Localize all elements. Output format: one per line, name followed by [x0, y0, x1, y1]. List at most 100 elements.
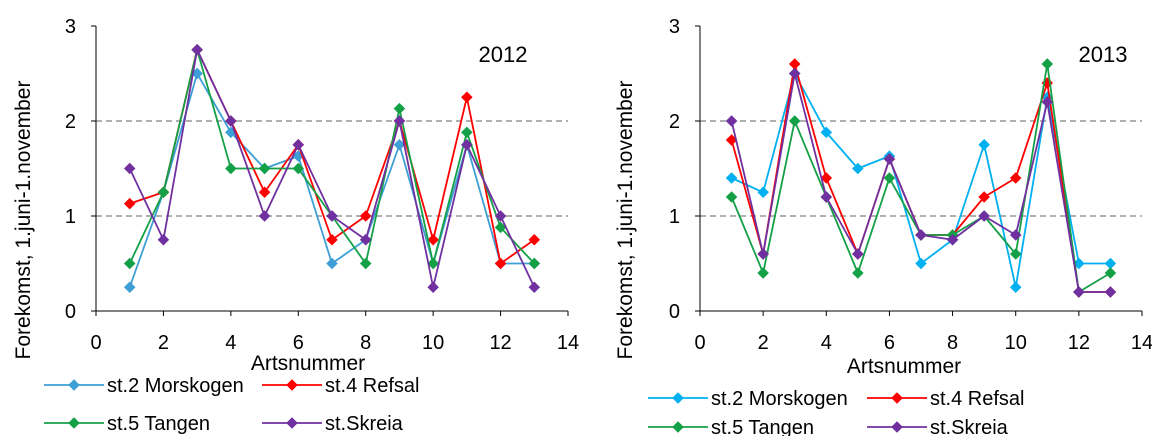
x-tick-label: 6 [884, 332, 895, 354]
x-tick-label: 8 [360, 332, 371, 354]
data-point [359, 233, 372, 246]
legend-marker [672, 392, 684, 404]
data-point [258, 210, 271, 222]
legend-item: st.4 Refsal [867, 388, 1024, 410]
data-point [326, 257, 338, 270]
legend-item: st.2 Morskogen [44, 375, 244, 397]
data-point [852, 267, 864, 279]
legend-item: st.Skreia [262, 413, 404, 435]
data-point [820, 191, 833, 203]
data-point [427, 281, 439, 294]
data-point [1104, 267, 1117, 279]
data-point [393, 138, 406, 151]
data-point [157, 186, 170, 199]
data-point [946, 233, 959, 246]
y-tick-label: 1 [669, 206, 680, 228]
legend-label: st.2 Morskogen [107, 375, 244, 397]
data-point [359, 257, 372, 270]
data-point [883, 153, 896, 165]
data-point [978, 138, 990, 151]
x-tick-label: 10 [1005, 332, 1027, 354]
data-point [427, 233, 439, 246]
legend-label: st.4 Refsal [325, 375, 419, 397]
data-point [788, 58, 801, 70]
y-tick-label: 0 [65, 301, 76, 323]
legend-label: st.2 Morskogen [711, 388, 848, 410]
y-tick-label: 0 [669, 301, 680, 323]
chart-title: 2012 [479, 42, 528, 67]
data-point [123, 162, 136, 175]
y-tick-label: 1 [65, 206, 76, 228]
legend-item: st.5 Tangen [44, 413, 210, 435]
y-tick-label: 2 [65, 111, 76, 133]
data-point [258, 162, 271, 175]
legend-item: st.4 Refsal [262, 375, 419, 397]
data-point [461, 138, 473, 151]
y-axis-label: Forekomst, 1.juni-1.november [12, 81, 35, 360]
x-tick-label: 14 [1131, 332, 1152, 354]
data-point [757, 186, 769, 199]
data-point [978, 191, 990, 203]
data-point [725, 115, 738, 127]
data-point [1073, 286, 1085, 298]
data-point [359, 210, 372, 222]
x-tick-label: 12 [489, 332, 511, 354]
data-point [1041, 96, 1054, 108]
legend-label: st.5 Tangen [107, 413, 210, 435]
data-point [1009, 172, 1022, 184]
legend-marker [68, 379, 80, 391]
data-point [915, 257, 927, 270]
x-tick-label: 6 [293, 332, 304, 354]
data-point [820, 126, 833, 139]
chart-title: 2013 [1079, 42, 1128, 67]
y-axis-label: Forekomst, 1.juni-1.november [614, 81, 637, 360]
legend-label: st.Skreia [930, 417, 1009, 436]
x-tick-label: 4 [821, 332, 832, 354]
series-line-1 [128, 72, 535, 288]
data-point [157, 233, 170, 246]
data-point [427, 257, 439, 270]
y-tick-label: 3 [65, 16, 76, 38]
data-point [258, 186, 271, 199]
legend-marker [891, 392, 903, 404]
data-point [461, 91, 473, 104]
data-point [852, 162, 864, 175]
data-point [494, 257, 507, 270]
x-tick-label: 0 [694, 332, 705, 354]
x-axis-label: Artsnummer [847, 355, 961, 378]
data-point [123, 281, 136, 294]
x-tick-label: 12 [1068, 332, 1090, 354]
data-point [528, 233, 541, 246]
data-point [123, 197, 136, 210]
x-tick-label: 8 [947, 332, 958, 354]
data-point [757, 267, 769, 279]
x-tick-label: 2 [758, 332, 769, 354]
data-point [788, 67, 801, 80]
data-point [123, 257, 136, 270]
legend-marker [286, 379, 298, 391]
data-point [393, 102, 406, 115]
data-point [528, 257, 541, 270]
legend-item: st.5 Tangen [648, 417, 814, 439]
data-point [1041, 58, 1054, 70]
x-tick-label: 14 [557, 332, 579, 354]
data-point [326, 233, 338, 246]
data-point [225, 115, 237, 127]
x-tick-label: 2 [158, 332, 169, 354]
y-tick-label: 3 [669, 16, 680, 38]
legend-label: st.5 Tangen [711, 417, 814, 436]
legend-label: st.4 Refsal [930, 388, 1024, 410]
series-line-3 [128, 48, 535, 265]
legend-item: st.Skreia [867, 417, 1009, 439]
data-point [883, 172, 896, 184]
legend-marker [672, 421, 684, 433]
data-point [788, 115, 801, 127]
data-point [326, 210, 338, 222]
data-point [1009, 281, 1022, 294]
data-point [494, 210, 507, 222]
y-tick-label: 2 [669, 111, 680, 133]
